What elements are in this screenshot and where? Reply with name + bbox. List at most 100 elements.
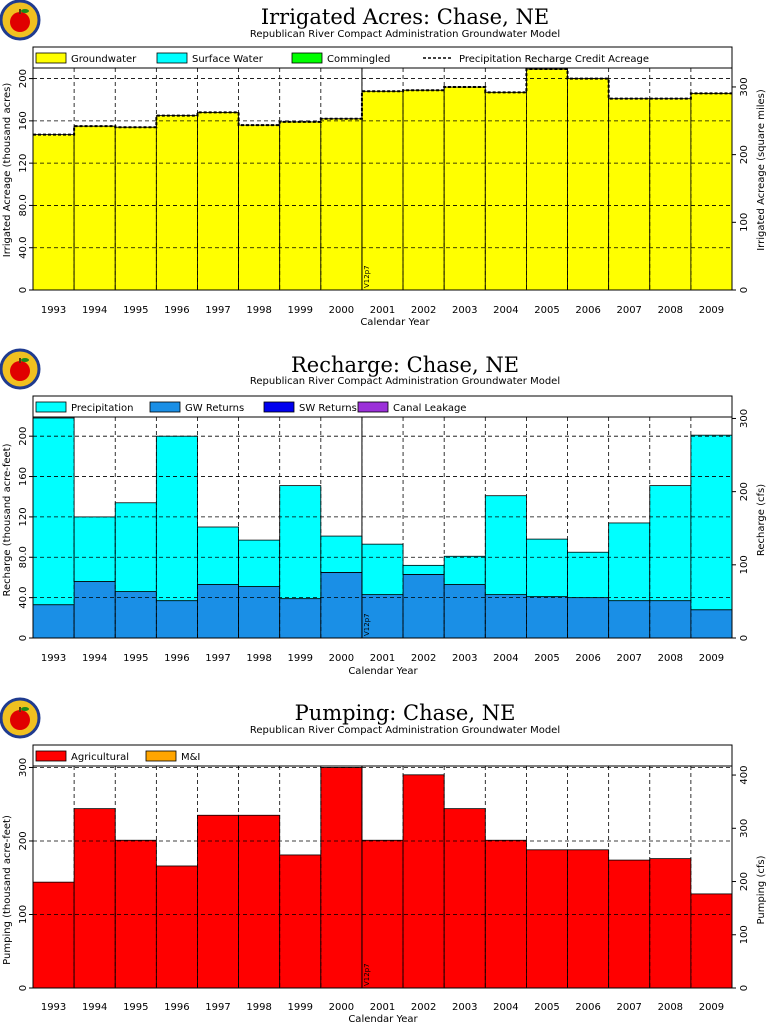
- bar: [484, 495, 527, 596]
- bar: [361, 90, 404, 291]
- chart-subtitle: Republican River Compact Administration …: [250, 29, 560, 40]
- bar: [32, 134, 75, 291]
- legend-label: Groundwater: [71, 54, 137, 65]
- x-tick-label: 1994: [82, 1002, 107, 1013]
- bar: [526, 68, 568, 291]
- x-tick-label: 2009: [699, 1002, 724, 1013]
- legend-box: [32, 744, 733, 767]
- bar: [361, 543, 404, 596]
- logo-stem: [19, 9, 21, 14]
- legend-swatch: [263, 401, 295, 413]
- x-tick-label: 2001: [370, 1002, 395, 1013]
- bar: [155, 435, 198, 602]
- plot-frame: [32, 416, 733, 639]
- y-tick-label: 160: [18, 467, 29, 486]
- x-tick-label: 2000: [329, 653, 354, 664]
- y2-tick-label: 100: [739, 555, 750, 574]
- x-tick-label: 2006: [575, 1002, 600, 1013]
- legend-swatch: [145, 750, 177, 762]
- legend-swatch: [291, 52, 323, 64]
- x-axis-label: Calendar Year: [348, 1014, 418, 1024]
- bar: [73, 516, 116, 582]
- irrigated-acres-chart: Irrigated Acres: Chase, NE Republican Ri…: [0, 0, 767, 328]
- x-tick-label: 1995: [123, 653, 148, 664]
- x-tick-label: 1993: [41, 305, 66, 316]
- bar: [197, 584, 239, 639]
- bar: [320, 535, 363, 573]
- y-axis-label: Recharge (thousand acre-feet): [2, 443, 13, 596]
- bar: [361, 594, 404, 639]
- x-tick-label: 2004: [493, 653, 518, 664]
- y2-tick-label: 0: [739, 985, 750, 991]
- bar: [320, 767, 363, 989]
- x-tick-label: 2006: [575, 653, 600, 664]
- bar: [155, 865, 198, 989]
- bar: [608, 98, 651, 291]
- y-axis-label: Irrigated Acreage (thousand acres): [2, 83, 13, 258]
- bar: [443, 86, 486, 291]
- chart-title: Pumping: Chase, NE: [295, 701, 516, 725]
- bar: [443, 808, 486, 989]
- x-tick-label: 2005: [534, 653, 559, 664]
- x-tick-label: 1997: [205, 653, 230, 664]
- bar: [402, 574, 445, 639]
- x-tick-label: 2008: [658, 1002, 683, 1013]
- bar: [238, 586, 281, 639]
- y2-tick-label: 400: [739, 766, 750, 785]
- chart-subtitle: Republican River Compact Administration …: [250, 725, 560, 736]
- apple-logo-icon: [0, 697, 41, 739]
- bar: [649, 600, 692, 639]
- bar: [32, 881, 75, 989]
- y2-tick-label: 200: [739, 145, 750, 164]
- x-tick-label: 2003: [452, 653, 477, 664]
- chart-title: Recharge: Chase, NE: [291, 353, 519, 377]
- legend-label: Surface Water: [192, 54, 264, 65]
- bar: [443, 555, 486, 585]
- legend-swatch: [149, 401, 181, 413]
- y-tick-label: 40.0: [18, 587, 29, 609]
- x-tick-label: 2005: [534, 1002, 559, 1013]
- x-tick-label: 1994: [82, 653, 107, 664]
- plot-frame: [32, 765, 733, 989]
- bar: [484, 91, 527, 291]
- x-tick-label: 1997: [205, 1002, 230, 1013]
- y-tick-label: 200: [18, 831, 29, 850]
- legend-swatch: [35, 52, 67, 64]
- bar: [608, 859, 651, 989]
- logo-leaf: [21, 9, 29, 13]
- legend-swatch: [357, 401, 389, 413]
- legend-swatch: [35, 750, 67, 762]
- legend-label: Precipitation: [71, 403, 134, 414]
- bar: [690, 92, 733, 291]
- chart-subtitle: Republican River Compact Administration …: [250, 376, 560, 387]
- bar: [443, 584, 486, 639]
- bar: [567, 849, 610, 989]
- bar: [567, 597, 610, 639]
- x-tick-label: 1999: [288, 305, 313, 316]
- bar: [567, 551, 610, 599]
- marker-label: V12p7: [363, 265, 371, 288]
- bar: [402, 89, 445, 291]
- bar: [402, 774, 445, 989]
- y2-tick-label: 300: [739, 819, 750, 838]
- bar: [114, 591, 157, 639]
- x-tick-label: 2008: [658, 305, 683, 316]
- y-tick-label: 100: [18, 905, 29, 924]
- plot-frame: [32, 67, 733, 291]
- logo-leaf: [21, 358, 29, 362]
- y2-tick-label: 100: [739, 925, 750, 944]
- bar: [608, 600, 651, 639]
- bar: [238, 539, 281, 587]
- x-tick-label: 2009: [699, 305, 724, 316]
- x-tick-label: 2003: [452, 305, 477, 316]
- x-tick-label: 1998: [246, 653, 271, 664]
- bar: [649, 858, 692, 989]
- bar: [73, 125, 116, 291]
- y2-tick-label: 0: [739, 635, 750, 641]
- recharge-chart: Recharge: Chase, NE Republican River Com…: [0, 348, 767, 677]
- bar: [238, 124, 281, 291]
- bar: [526, 849, 568, 989]
- y-tick-label: 160: [18, 111, 29, 130]
- x-tick-label: 1995: [123, 305, 148, 316]
- bar: [649, 98, 692, 291]
